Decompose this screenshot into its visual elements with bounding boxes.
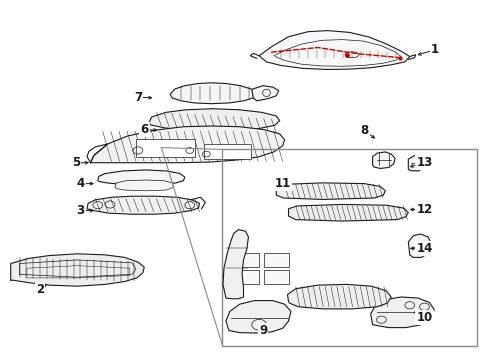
Text: 5: 5 xyxy=(72,156,80,169)
Polygon shape xyxy=(87,196,199,214)
Polygon shape xyxy=(170,83,256,104)
Bar xyxy=(264,270,289,284)
Text: 7: 7 xyxy=(134,91,142,104)
Text: 2: 2 xyxy=(36,283,44,296)
Polygon shape xyxy=(287,284,390,309)
Polygon shape xyxy=(407,156,425,171)
Text: 4: 4 xyxy=(77,177,84,190)
Polygon shape xyxy=(90,126,284,163)
Bar xyxy=(233,253,259,267)
Text: 11: 11 xyxy=(274,177,290,190)
Text: 9: 9 xyxy=(259,324,266,337)
Polygon shape xyxy=(149,109,279,131)
Polygon shape xyxy=(98,170,184,185)
Bar xyxy=(204,144,250,159)
Polygon shape xyxy=(115,180,173,191)
Text: 8: 8 xyxy=(360,124,367,137)
Text: 10: 10 xyxy=(415,311,432,324)
Polygon shape xyxy=(223,230,248,299)
Text: 6: 6 xyxy=(140,123,148,136)
Bar xyxy=(136,139,194,157)
Text: 3: 3 xyxy=(77,204,84,217)
Polygon shape xyxy=(276,183,385,199)
Polygon shape xyxy=(251,86,278,101)
Polygon shape xyxy=(259,31,409,69)
Text: 13: 13 xyxy=(415,156,432,169)
Polygon shape xyxy=(11,254,144,286)
Bar xyxy=(264,253,289,267)
Polygon shape xyxy=(407,234,430,257)
Polygon shape xyxy=(370,297,433,328)
Text: 1: 1 xyxy=(430,43,438,56)
Text: 12: 12 xyxy=(415,203,432,216)
Polygon shape xyxy=(225,301,290,333)
Text: 14: 14 xyxy=(415,242,432,255)
Polygon shape xyxy=(372,152,394,168)
Bar xyxy=(222,149,476,346)
Bar xyxy=(233,270,259,284)
Polygon shape xyxy=(288,204,407,221)
